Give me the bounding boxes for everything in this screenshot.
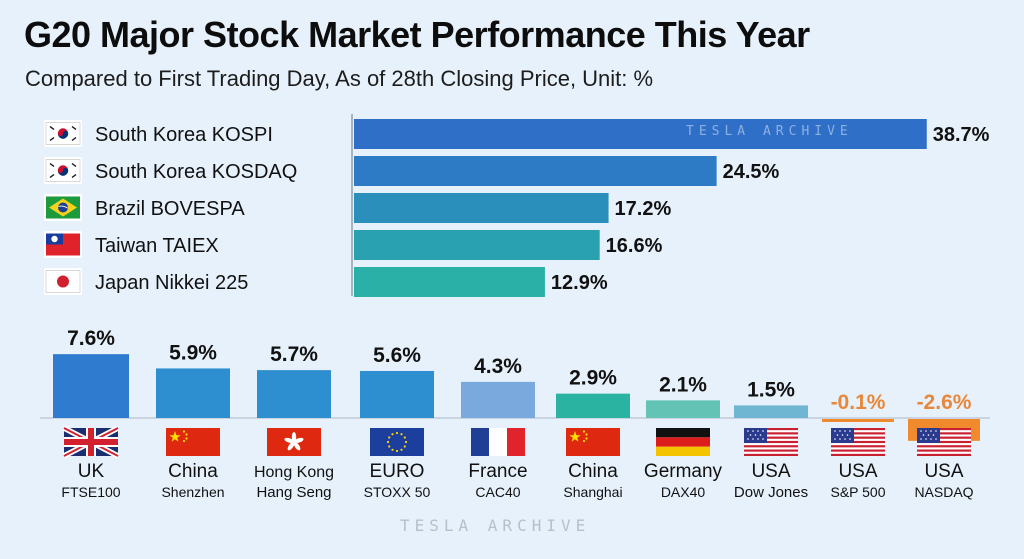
flag-south-korea-icon: [45, 158, 81, 183]
vbar-value-label: 5.9%: [169, 341, 217, 364]
vbar-value-label: -0.1%: [831, 391, 886, 414]
vbar-hong-kong-hang-seng: [257, 370, 331, 418]
country-label: UK: [78, 461, 105, 482]
flag-usa-icon: [917, 428, 971, 456]
country-label: France: [468, 461, 527, 482]
hbar-row-taiwan-taiex: Taiwan TAIEX 16.6%: [44, 230, 663, 260]
hbar-brazil-bovespa: [354, 193, 609, 223]
vbar-germany-dax40: [646, 400, 720, 418]
bottom-bar-chart: 7.6% UK FTSE100 5.9% China Shenzhen 5.7% Hong K…: [53, 327, 980, 501]
hbar-south-korea-kosdaq: [354, 156, 717, 186]
hbar-value-label: 17.2%: [615, 198, 672, 220]
index-label: Shanghai: [563, 484, 622, 500]
index-label: CAC40: [475, 484, 520, 500]
watermark-top: TESLA ARCHIVE: [686, 124, 853, 139]
hbar-row-japan-nikkei-225: Japan Nikkei 225 12.9%: [44, 267, 608, 297]
flag-south-korea-icon: [45, 121, 81, 146]
chart-title: G20 Major Stock Market Performance This …: [24, 14, 810, 55]
top-bar-chart: South Korea KOSPI 38.7% South Korea KOSDAQ…: [44, 119, 990, 297]
flag-usa-icon: [744, 428, 798, 456]
hbar-label: South Korea KOSPI: [95, 124, 273, 146]
country-label: Germany: [644, 461, 723, 482]
index-label: Shenzhen: [161, 484, 224, 500]
hbar-south-korea-kospi: [354, 119, 927, 149]
vbar-uk-ftse100: [53, 354, 129, 418]
hbar-value-label: 24.5%: [723, 161, 780, 183]
vbar-group-usa-dow-jones: 1.5% USA Dow Jones: [734, 378, 808, 501]
vbar-value-label: 7.6%: [67, 327, 115, 350]
country-label: China: [568, 461, 618, 482]
index-label: Hang Seng: [256, 484, 331, 501]
vbar-value-label: 5.6%: [373, 344, 421, 367]
country-label: USA: [751, 461, 790, 482]
hbar-japan-nikkei-225: [354, 267, 545, 297]
vbar-value-label: 1.5%: [747, 378, 795, 401]
vbar-group-uk-ftse100: 7.6% UK FTSE100: [53, 327, 129, 500]
flag-china-icon: [166, 428, 220, 456]
vbar-group-germany-dax40: 2.1% Germany DAX40: [644, 373, 723, 500]
country-label: USA: [838, 461, 877, 482]
chart-subtitle: Compared to First Trading Day, As of 28t…: [25, 66, 654, 91]
country-label: EURO: [370, 461, 425, 482]
watermark-bottom: TESLA ARCHIVE: [400, 516, 591, 535]
hbar-label: Brazil BOVESPA: [95, 198, 245, 220]
vbar-group-china-shenzhen: 5.9% China Shenzhen: [156, 341, 230, 500]
vbar-group-france-cac40: 4.3% France CAC40: [461, 355, 535, 500]
hbar-label: Taiwan TAIEX: [95, 235, 219, 257]
index-label: Dow Jones: [734, 484, 808, 501]
flag-germany-icon: [656, 428, 710, 456]
vbar-france-cac40: [461, 381, 535, 418]
hbar-taiwan-taiex: [354, 230, 600, 260]
flag-france-icon: [471, 428, 525, 456]
vbar-value-label: 4.3%: [474, 355, 522, 378]
flag-china-icon: [566, 428, 620, 456]
hbar-row-brazil-bovespa: Brazil BOVESPA 17.2%: [44, 193, 671, 223]
country-label: USA: [924, 461, 963, 482]
vbar-value-label: -2.6%: [917, 391, 972, 414]
flag-uk-icon: [64, 428, 118, 456]
index-label: DAX40: [661, 484, 706, 500]
hbar-row-south-korea-kosdaq: South Korea KOSDAQ 24.5%: [44, 156, 780, 186]
vbar-china-shenzhen: [156, 368, 230, 418]
vbar-china-shanghai: [556, 393, 630, 418]
country-label: China: [168, 461, 218, 482]
vbar-group-china-shanghai: 2.9% China Shanghai: [556, 367, 630, 500]
index-label: NASDAQ: [914, 484, 973, 500]
hbar-value-label: 38.7%: [933, 124, 990, 146]
hbar-value-label: 16.6%: [606, 235, 663, 257]
vbar-usa-s-p-500: [822, 419, 894, 422]
vbar-value-label: 2.1%: [659, 373, 707, 396]
country-label: Hong Kong: [254, 464, 334, 481]
flag-hong-kong-icon: [267, 428, 321, 456]
index-label: STOXX 50: [364, 484, 431, 500]
vbar-value-label: 5.7%: [270, 343, 318, 366]
vbar-group-hong-kong-hang-seng: 5.7% Hong Kong Hang Seng: [254, 343, 334, 501]
hbar-label: South Korea KOSDAQ: [95, 161, 297, 183]
flag-usa-icon: [831, 428, 885, 456]
index-label: S&P 500: [830, 484, 885, 500]
vbar-group-usa-s-p-500: -0.1% USA S&P 500: [822, 391, 894, 500]
hbar-value-label: 12.9%: [551, 272, 608, 294]
vbar-euro-stoxx-50: [360, 370, 434, 418]
vbar-group-usa-nasdaq: -2.6% USA NASDAQ: [908, 391, 980, 500]
hbar-label: Japan Nikkei 225: [95, 272, 248, 294]
index-label: FTSE100: [61, 484, 120, 500]
hbar-row-south-korea-kospi: South Korea KOSPI 38.7%: [44, 119, 990, 149]
vbar-usa-dow-jones: [734, 405, 808, 418]
vbar-value-label: 2.9%: [569, 367, 617, 390]
vbar-group-euro-stoxx-50: 5.6% EURO STOXX 50: [360, 344, 434, 500]
flag-japan-icon: [45, 270, 81, 293]
flag-taiwan-icon: [46, 233, 80, 256]
flag-eu-icon: [370, 428, 424, 456]
flag-brazil-icon: [45, 196, 81, 219]
